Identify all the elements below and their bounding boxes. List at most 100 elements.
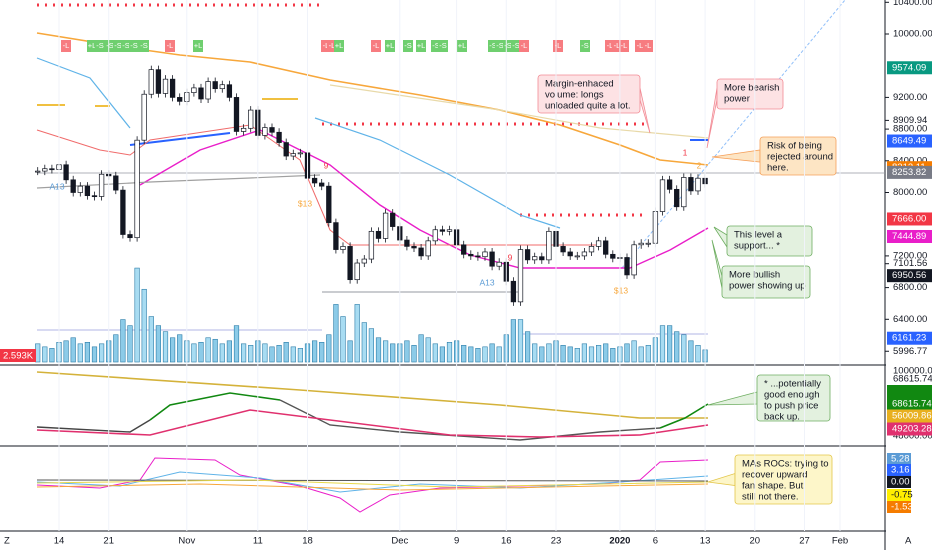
signal-box bbox=[488, 40, 498, 52]
indicator-line bbox=[36, 479, 709, 488]
signal-label: -L bbox=[323, 41, 330, 50]
volume-bar bbox=[205, 337, 211, 363]
signal-box bbox=[105, 40, 115, 52]
callout-box bbox=[756, 374, 831, 422]
candle bbox=[645, 242, 651, 245]
signal-box bbox=[61, 40, 71, 52]
price-tag-label: 8649.49 bbox=[892, 136, 926, 147]
moving-average bbox=[36, 124, 600, 246]
volume-bar bbox=[411, 345, 417, 363]
callout-text: This level a bbox=[734, 230, 783, 241]
signal-box bbox=[193, 40, 203, 52]
candle bbox=[539, 256, 545, 261]
signal-label: +L bbox=[386, 41, 395, 50]
price-tag-label: 8253.82 bbox=[892, 167, 926, 178]
indicator-line bbox=[36, 409, 709, 438]
signal-label: -S bbox=[512, 41, 520, 50]
price-tick-label: 7101.56 bbox=[893, 258, 927, 269]
volume-bar bbox=[610, 348, 616, 363]
pane2-tag-label: 49203.28 bbox=[892, 424, 932, 435]
pane2-tag bbox=[887, 409, 932, 423]
volume-bar bbox=[432, 343, 438, 363]
volume-bar bbox=[475, 348, 481, 363]
pane3-tag-label: -0.75 bbox=[891, 490, 913, 501]
candle bbox=[70, 179, 76, 193]
marker-label: $13 bbox=[614, 285, 628, 295]
candle bbox=[361, 258, 367, 264]
volume-bar bbox=[418, 334, 424, 363]
signal-box bbox=[643, 40, 653, 52]
signal-label: +L bbox=[335, 41, 344, 50]
volume-bar bbox=[212, 338, 218, 363]
volume-bar bbox=[496, 346, 502, 363]
candle bbox=[638, 242, 644, 246]
volume-bar bbox=[382, 340, 389, 363]
candle bbox=[681, 177, 687, 208]
price-tick-label: 5996.77 bbox=[893, 346, 927, 357]
volume-bar bbox=[283, 342, 289, 363]
signal-label: -L bbox=[167, 41, 174, 50]
callout-text: recover upward bbox=[742, 470, 807, 481]
moving-average bbox=[314, 117, 561, 229]
corner-label: Z bbox=[4, 536, 10, 547]
candle bbox=[233, 97, 240, 132]
marker-label: 1 bbox=[683, 147, 688, 157]
candle bbox=[595, 240, 602, 247]
overlay: -L +L -S -S -S -S -S -S -L +L -L -L +L -L +L -S +L -S -S +L… bbox=[0, 40, 837, 505]
moving-average bbox=[329, 84, 709, 139]
candle bbox=[212, 81, 218, 90]
price-tick-label: 8400.00 bbox=[893, 155, 927, 166]
volume-bar bbox=[588, 346, 595, 363]
indicator-line bbox=[36, 419, 151, 433]
moving-average bbox=[36, 32, 709, 166]
time-tick-label: 11 bbox=[253, 536, 263, 547]
callout-text: volume: longs bbox=[545, 90, 604, 101]
candle bbox=[411, 246, 417, 249]
candle bbox=[546, 230, 552, 261]
volume-bar bbox=[311, 340, 318, 363]
volume-bar bbox=[638, 346, 644, 363]
signal-label: +L bbox=[194, 41, 203, 50]
signal-label: -L bbox=[555, 41, 562, 50]
candle bbox=[177, 97, 183, 102]
pane3-tag-label: -1.53 bbox=[891, 502, 913, 513]
pane3-tag bbox=[887, 464, 911, 476]
volume-bar bbox=[390, 343, 396, 363]
candle bbox=[333, 222, 339, 250]
volume-bar bbox=[695, 345, 701, 363]
volume-tag-label: 2.593K bbox=[3, 351, 34, 362]
candle bbox=[326, 185, 332, 223]
candle bbox=[382, 212, 389, 239]
callout-text: unloaded quite a lot. bbox=[545, 101, 631, 112]
pane3-tag-label: 3.16 bbox=[891, 465, 910, 476]
price-tick-label: 10000.00 bbox=[893, 29, 932, 40]
marker-label: $13 bbox=[298, 198, 312, 208]
signal-label: -L bbox=[614, 41, 621, 50]
volume-bar bbox=[70, 337, 76, 363]
price-tick-label: 9200.00 bbox=[893, 92, 927, 103]
time-tick-label: 6 bbox=[653, 536, 658, 547]
price-tick-label: 6400.00 bbox=[893, 314, 927, 325]
signal-box bbox=[619, 40, 629, 52]
volume-bar bbox=[567, 346, 573, 363]
candle bbox=[432, 229, 438, 242]
candle bbox=[375, 230, 382, 239]
signal-label: -S bbox=[96, 41, 104, 50]
signal-label: -S bbox=[106, 41, 114, 50]
volume-bar bbox=[595, 345, 602, 363]
volume-bar bbox=[446, 342, 453, 363]
callout-text: good enough bbox=[764, 390, 819, 401]
axis-labels: 2.593K10400.0010000.009200.008909.948800… bbox=[3, 0, 932, 547]
candle bbox=[169, 78, 176, 98]
signal-label: -L bbox=[63, 41, 70, 50]
candle bbox=[49, 168, 55, 171]
volume-bar bbox=[574, 348, 580, 363]
indicator-line bbox=[149, 392, 281, 421]
volume-bar bbox=[368, 328, 375, 363]
candle bbox=[262, 127, 268, 136]
marker-label: A13 bbox=[479, 277, 494, 287]
callout-text: power bbox=[724, 94, 750, 105]
signal-box bbox=[511, 40, 521, 52]
signal-label: -L bbox=[645, 41, 652, 50]
candle bbox=[141, 93, 147, 141]
